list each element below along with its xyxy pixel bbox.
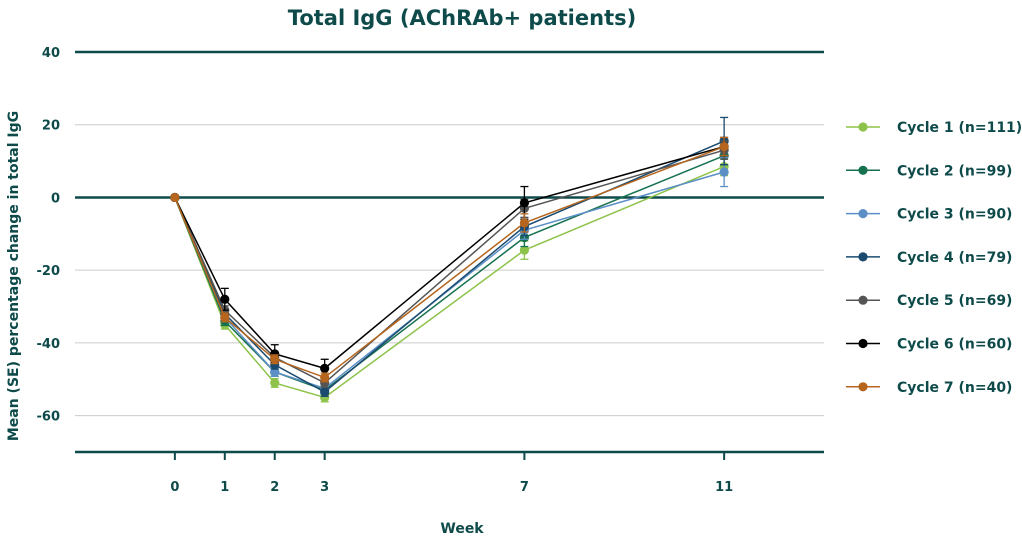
x-tick-label-5: 11: [715, 480, 733, 495]
legend-item-7: Cycle 7 (n=40): [846, 380, 1012, 396]
series-3: [170, 156, 729, 394]
series-6-line: [174, 145, 725, 370]
y-tick-label-1: 20: [42, 119, 60, 134]
legend-label-3: Cycle 3 (n=90): [897, 207, 1012, 223]
y-tick-label-4: -40: [37, 337, 61, 352]
axes: 40 20 0 -20 -40 -60 0 1 2 3 7 11: [37, 46, 824, 495]
series-2-line: [174, 154, 725, 392]
series-7-point-1: [220, 312, 230, 323]
legend-swatch-marker-3: [858, 209, 868, 219]
series-6-point-4: [519, 198, 530, 208]
x-tick-label-3: 3: [320, 480, 329, 495]
y-tick-label-5: -60: [37, 410, 61, 425]
series-1-line: [174, 165, 725, 399]
legend-item-3: Cycle 3 (n=90): [846, 207, 1012, 223]
y-tick-label-3: -20: [37, 264, 61, 279]
series-7: [170, 136, 729, 383]
series-7-point-5: [719, 141, 729, 152]
series-5-line: [174, 149, 725, 384]
series-1-point-4: [519, 245, 530, 255]
legend-swatch-marker-6: [858, 338, 868, 349]
legend-swatch-marker-1: [858, 122, 868, 132]
series-7-point-3: [320, 372, 330, 383]
legend-swatch-marker-5: [858, 295, 868, 305]
series-7-point-4: [519, 218, 530, 228]
series-4: [170, 116, 729, 398]
legend-swatch-marker-2: [858, 165, 868, 175]
series-6-point-3: [320, 363, 330, 373]
series-7-point-2: [270, 354, 280, 364]
legend-item-4: Cycle 4 (n=79): [846, 250, 1012, 266]
x-axis-label: Week: [440, 521, 484, 537]
x-tick-label-4: 7: [520, 480, 529, 495]
series-1-point-2: [270, 378, 280, 388]
grid: [75, 50, 824, 417]
x-tick-label-0: 0: [170, 480, 179, 495]
x-tick-label-2: 2: [270, 480, 279, 495]
legend-swatch-marker-7: [858, 382, 868, 392]
series-4-point-3: [320, 387, 330, 397]
legend-label-1: Cycle 1 (n=111): [897, 120, 1022, 136]
legend-label-6: Cycle 6 (n=60): [897, 337, 1012, 353]
series-1: [170, 156, 729, 403]
y-axis-label: Mean (SE) percentage change in total IgG: [6, 111, 22, 441]
series-3-point-5: [719, 167, 729, 177]
x-tick-label-1: 1: [220, 480, 229, 495]
legend-label-2: Cycle 2 (n=99): [897, 163, 1012, 179]
legend-label-4: Cycle 4 (n=79): [897, 250, 1012, 266]
series-4-line: [174, 140, 725, 393]
legend-item-6: Cycle 6 (n=60): [846, 337, 1012, 353]
series-7-line: [174, 145, 725, 379]
legend-item-1: Cycle 1 (n=111): [846, 120, 1022, 136]
y-tick-label-2: 0: [51, 191, 60, 206]
y-tick-label-0: 40: [42, 46, 60, 61]
series-group: [170, 116, 729, 403]
legend-label-7: Cycle 7 (n=40): [897, 380, 1012, 396]
legend-swatch-marker-4: [858, 252, 868, 262]
chart-title: Total IgG (AChRAb+ patients): [288, 6, 636, 30]
legend-item-2: Cycle 2 (n=99): [846, 163, 1012, 179]
series-7-point-0: [170, 192, 180, 203]
legend-label-5: Cycle 5 (n=69): [897, 293, 1012, 309]
series-6-point-1: [220, 294, 230, 304]
legend-item-5: Cycle 5 (n=69): [846, 293, 1012, 309]
legend: Cycle 1 (n=111) Cycle 2 (n=99) Cycle 3 (n=…: [846, 120, 1022, 396]
